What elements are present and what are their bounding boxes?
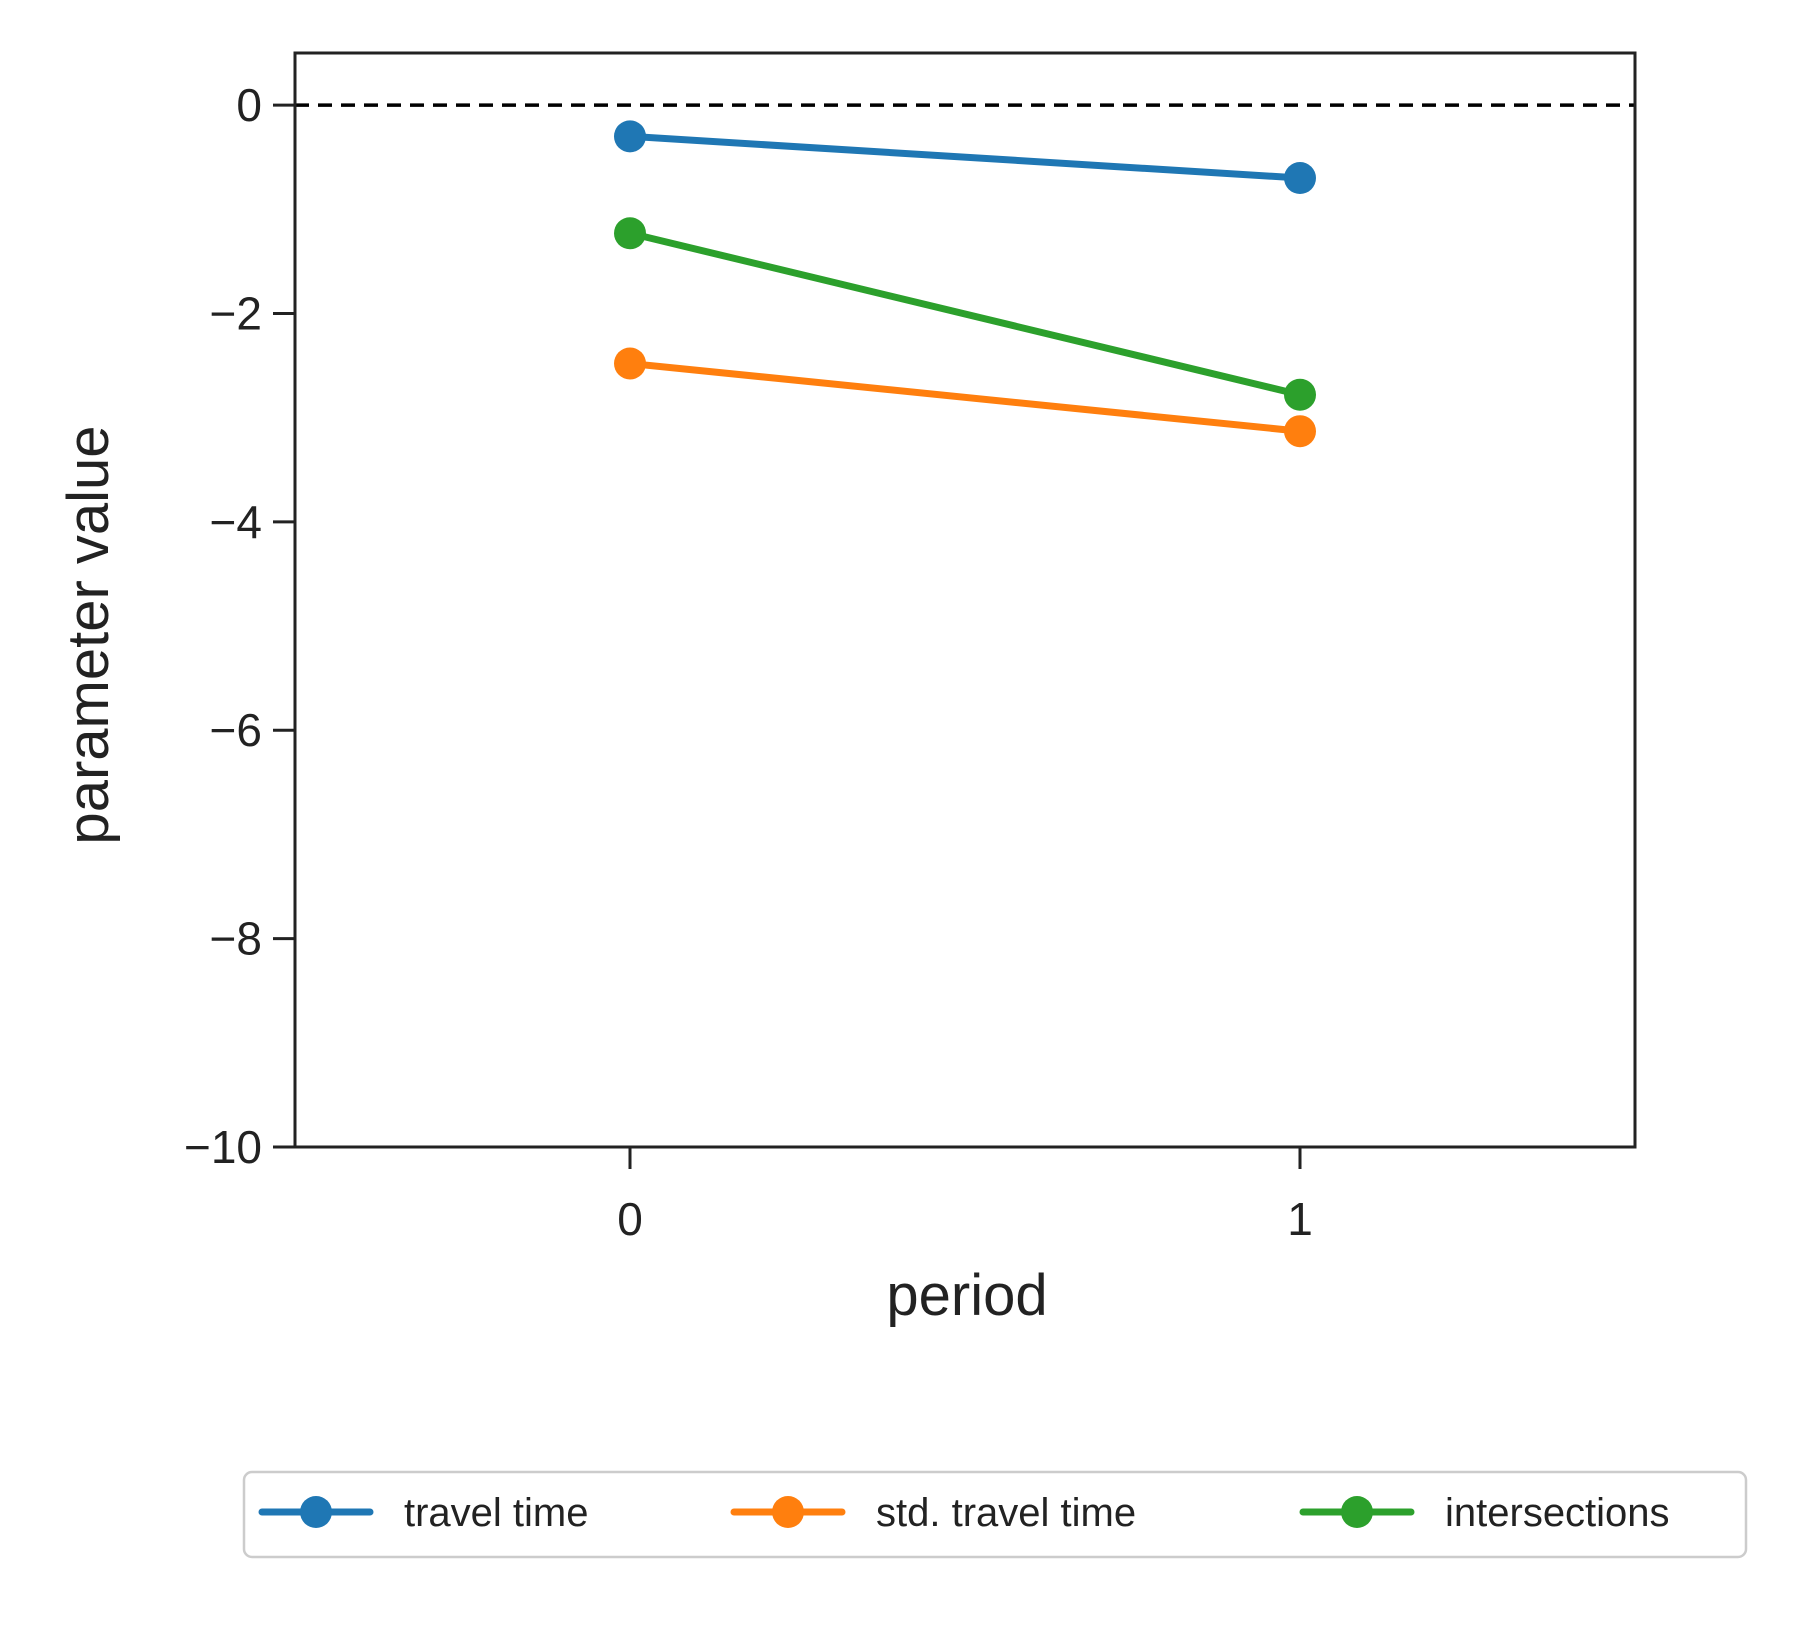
y-tick-label-3: −6 (210, 704, 262, 756)
series-line-2 (626, 229, 1304, 399)
legend-marker-2 (1341, 1496, 1373, 1528)
y-tick-label-1: −2 (210, 287, 262, 339)
data-point-2-0 (614, 217, 646, 250)
y-tick-label-5: −10 (184, 1121, 262, 1173)
legend-label-2: intersections (1445, 1491, 1670, 1535)
x-tick-label-1: 1 (1287, 1193, 1313, 1245)
x-tick-label-0: 0 (617, 1193, 643, 1245)
legend-box (242, 1470, 1748, 1559)
data-point-0-1 (1284, 162, 1316, 195)
data-point-2-1 (1284, 378, 1316, 411)
data-point-0-0 (614, 120, 646, 153)
legend-label-1: std. travel time (876, 1491, 1136, 1535)
x-axis-label: period (886, 1263, 1047, 1328)
data-point-1-1 (1284, 415, 1316, 448)
legend-marker-0 (300, 1496, 332, 1528)
y-tick-label-2: −4 (210, 496, 262, 548)
legend-marker-1 (772, 1496, 804, 1528)
plot-frame (293, 51, 1637, 1149)
y-tick-label-4: −8 (210, 913, 262, 965)
series-line-1 (626, 359, 1304, 435)
y-axis-label: parameter value (56, 425, 121, 844)
series-line-0 (626, 132, 1304, 182)
data-point-1-0 (614, 347, 646, 380)
plot-area: 0 −2 −4 −6 −8 −10 0 1 (184, 51, 1637, 1245)
y-tick-label-0: 0 (236, 79, 262, 131)
legend: travel time std. travel time intersections (242, 1470, 1748, 1559)
legend-label-0: travel time (404, 1491, 589, 1535)
